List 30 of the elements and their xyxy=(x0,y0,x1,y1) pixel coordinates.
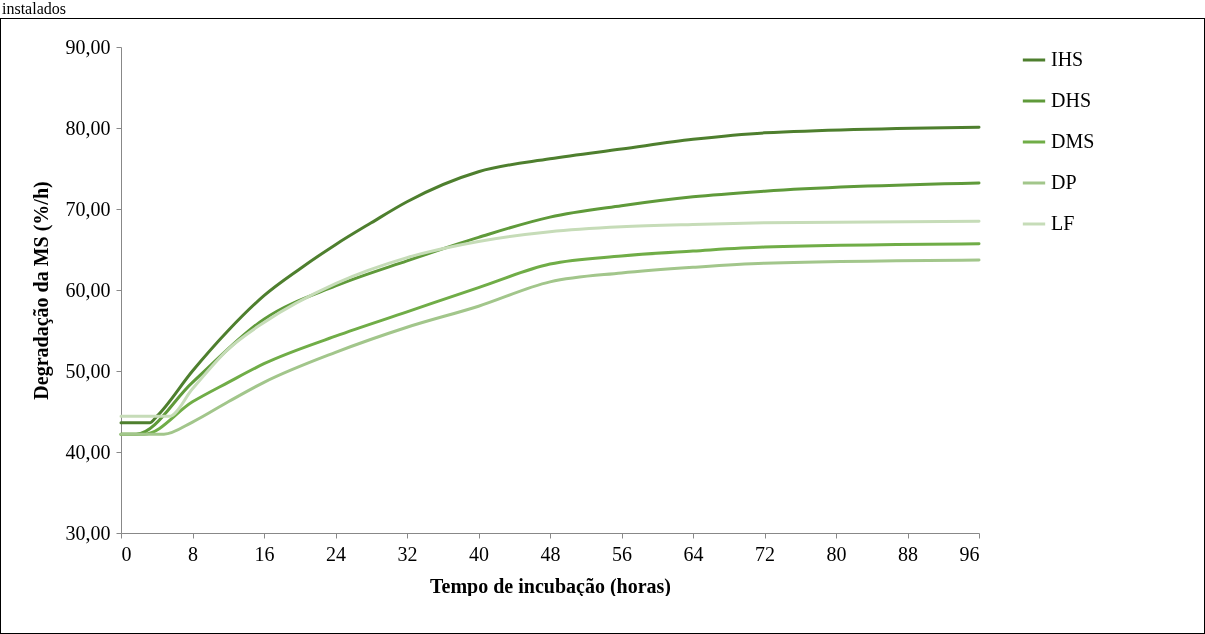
legend-label: DP xyxy=(1051,171,1077,193)
legend-label: LF xyxy=(1051,212,1075,234)
x-tick-label: 48 xyxy=(540,542,561,565)
y-tick-label: 80,00 xyxy=(65,116,111,139)
x-tick-label: 88 xyxy=(898,542,918,565)
x-tick-label: 80 xyxy=(826,542,847,565)
y-tick-label: 60,00 xyxy=(65,278,111,301)
y-tick-label: 40,00 xyxy=(65,440,111,463)
y-tick-label: 70,00 xyxy=(65,197,111,220)
x-tick-label: 32 xyxy=(397,542,418,565)
x-tick-label: 0 xyxy=(121,542,132,565)
y-tick-label: 50,00 xyxy=(65,359,111,382)
x-tick-label: 96 xyxy=(959,542,980,565)
line-series xyxy=(119,125,981,425)
legend-label: DHS xyxy=(1051,89,1092,111)
x-tick-label: 8 xyxy=(188,542,198,565)
x-tick-label: 24 xyxy=(326,542,346,565)
legend-label: DMS xyxy=(1051,130,1095,152)
legend-label: IHS xyxy=(1051,48,1084,70)
line-series xyxy=(119,219,981,418)
y-axis-title: Degradação da MS (%/h) xyxy=(29,181,53,400)
x-tick-label: 72 xyxy=(755,542,775,565)
x-tick-label: 64 xyxy=(683,542,704,565)
x-axis-title: Tempo de incubação (horas) xyxy=(430,574,671,598)
y-tick-label: 90,00 xyxy=(65,35,111,58)
x-tick-label: 56 xyxy=(612,542,632,565)
text: instalados xyxy=(2,0,66,18)
x-tick-label: 40 xyxy=(469,542,489,565)
x-tick-label: 16 xyxy=(254,542,275,565)
y-tick-label: 30,00 xyxy=(65,521,111,544)
